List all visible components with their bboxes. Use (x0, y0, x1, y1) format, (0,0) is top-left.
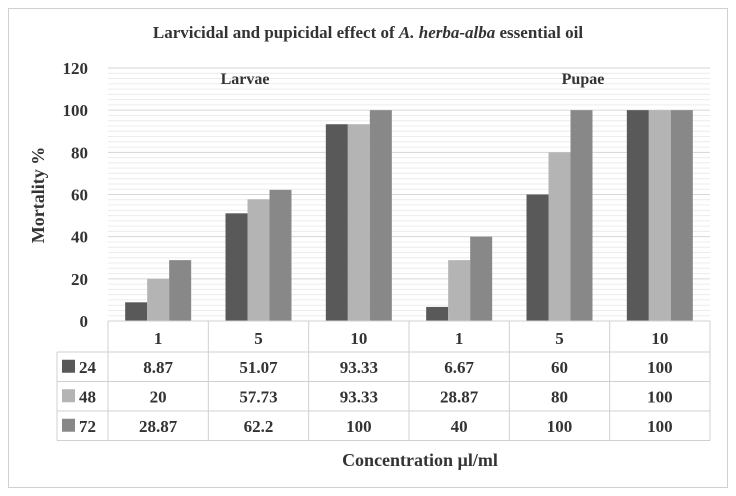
data-label: 28.87 (440, 387, 479, 406)
y-tick-label: 40 (71, 228, 88, 247)
chart-title: Larvicidal and pupicidal effect of A. he… (153, 23, 583, 42)
y-tick-label: 100 (63, 101, 89, 120)
bar-72-0 (169, 260, 192, 321)
bar-72-2 (369, 110, 392, 322)
bar-48-5 (648, 110, 671, 322)
x-tick-label: 5 (254, 329, 263, 348)
x-tick-label: 10 (350, 329, 367, 348)
data-label: 93.33 (340, 387, 378, 406)
y-tick-label: 20 (71, 270, 88, 289)
x-tick-label: 10 (651, 329, 668, 348)
data-label: 20 (150, 387, 167, 406)
legend-label-48: 48 (79, 387, 96, 406)
data-label: 100 (647, 387, 673, 406)
legend-label-24: 24 (79, 358, 97, 377)
legend-swatch-48 (62, 389, 75, 403)
data-label: 40 (451, 417, 468, 436)
data-label: 80 (551, 387, 568, 406)
bar-48-1 (247, 199, 270, 321)
data-label: 51.07 (239, 358, 278, 377)
x-tick-label: 5 (555, 329, 564, 348)
bar-24-2 (325, 124, 348, 321)
bar-72-5 (670, 110, 693, 322)
bar-24-1 (225, 213, 248, 321)
bar-24-3 (426, 306, 449, 321)
x-tick-label: 1 (455, 329, 464, 348)
x-axis-label: Concentration µl/ml (342, 450, 498, 470)
bar-48-4 (548, 152, 571, 321)
x-tick-label: 1 (154, 329, 163, 348)
data-label: 6.67 (444, 358, 474, 377)
data-label: 28.87 (139, 417, 178, 436)
data-label: 100 (547, 417, 573, 436)
bar-72-3 (470, 236, 493, 321)
bar-72-1 (269, 189, 292, 321)
data-label: 60 (551, 358, 568, 377)
legend-label-72: 72 (79, 417, 96, 436)
bar-48-2 (347, 124, 370, 321)
data-label: 100 (647, 358, 673, 377)
data-label: 8.87 (143, 358, 173, 377)
bar-24-5 (626, 110, 649, 322)
legend-swatch-72 (62, 418, 75, 432)
data-label: 62.2 (244, 417, 274, 436)
bar-72-4 (570, 110, 593, 322)
y-tick-label: 120 (63, 59, 89, 78)
bar-48-0 (147, 278, 170, 321)
y-tick-label: 60 (71, 186, 88, 205)
bar-48-3 (448, 260, 471, 321)
chart-frame (8, 8, 728, 488)
data-label: 57.73 (239, 387, 277, 406)
y-axis-label: Mortality % (28, 147, 48, 243)
bar-24-4 (526, 194, 549, 321)
data-label: 100 (346, 417, 372, 436)
data-label: 100 (647, 417, 673, 436)
y-tick-label: 80 (71, 143, 88, 162)
group-label-larvae: Larvae (221, 71, 270, 88)
y-tick-label: 0 (80, 312, 89, 331)
bar-24-0 (125, 302, 148, 321)
group-label-pupae: Pupae (562, 71, 605, 88)
data-label: 93.33 (340, 358, 378, 377)
legend-swatch-24 (62, 359, 75, 373)
